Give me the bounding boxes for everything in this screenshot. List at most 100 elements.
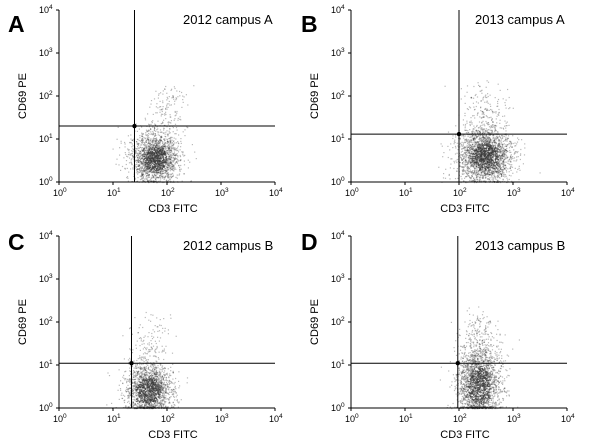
event-dot — [140, 170, 142, 172]
event-dot — [473, 167, 475, 169]
event-dot — [168, 147, 170, 150]
event-dot — [150, 143, 152, 146]
event-dot — [498, 154, 500, 157]
event-dot — [490, 171, 492, 174]
event-dot — [145, 160, 147, 162]
event-dot — [169, 163, 171, 165]
event-dot — [141, 138, 143, 140]
event-dot — [154, 168, 156, 170]
event-dot — [153, 159, 155, 161]
event-dot — [166, 152, 169, 154]
event-dot — [152, 157, 155, 159]
event-dot — [184, 129, 186, 131]
event-dot — [500, 175, 502, 178]
event-dot — [502, 160, 504, 162]
event-dot — [157, 128, 159, 130]
event-dot — [502, 172, 504, 174]
event-dot — [496, 137, 498, 139]
event-dot — [166, 171, 168, 173]
event-dot — [462, 161, 464, 164]
event-dot — [136, 159, 138, 161]
event-dot — [172, 146, 174, 149]
event-dot — [148, 174, 150, 176]
event-dot — [154, 149, 156, 151]
event-dot — [507, 151, 509, 153]
event-dot — [141, 156, 143, 158]
event-dot — [499, 164, 501, 166]
event-dot — [467, 162, 469, 164]
event-dot — [492, 158, 494, 160]
event-dot — [162, 100, 164, 102]
event-dot — [481, 138, 483, 140]
event-dot — [155, 143, 157, 145]
event-dot — [165, 153, 168, 155]
event-dot — [162, 147, 164, 149]
event-dot — [484, 172, 486, 174]
event-dot — [151, 158, 154, 160]
event-dot — [467, 142, 469, 144]
event-dot — [487, 132, 489, 134]
event-dot — [136, 138, 138, 141]
event-dot — [474, 174, 477, 176]
event-dot — [137, 165, 139, 167]
event-dot — [488, 140, 490, 142]
event-dot — [167, 172, 169, 174]
event-dot — [153, 180, 155, 182]
event-dot — [489, 166, 491, 168]
event-dot — [152, 144, 154, 146]
event-dot — [463, 146, 466, 148]
event-dot — [150, 154, 152, 156]
event-dot — [164, 114, 166, 116]
event-dot — [471, 164, 473, 166]
event-dot — [167, 142, 169, 144]
event-dot — [142, 136, 144, 138]
event-dot — [170, 159, 172, 161]
event-dot — [477, 153, 479, 155]
event-dot — [153, 167, 155, 169]
event-dot — [166, 168, 168, 170]
y-tick-label: 101 — [331, 133, 345, 144]
event-dot — [482, 136, 484, 138]
event-dot — [138, 150, 140, 152]
event-dot — [159, 159, 161, 161]
event-dot — [471, 160, 473, 162]
event-dot — [475, 164, 477, 166]
event-dot — [478, 130, 480, 132]
event-dot — [496, 175, 498, 177]
event-dot — [465, 160, 467, 162]
event-dot — [479, 131, 481, 133]
event-dot — [473, 97, 475, 99]
event-dot — [470, 157, 472, 159]
event-dot — [155, 176, 157, 178]
event-dot — [467, 167, 469, 170]
event-dot — [461, 159, 464, 161]
event-dot — [500, 163, 502, 165]
event-dot — [498, 164, 500, 166]
event-dot — [146, 134, 148, 137]
event-dot — [473, 137, 476, 139]
event-dot — [497, 158, 499, 160]
event-dot — [485, 152, 487, 154]
event-dot — [173, 86, 175, 88]
event-dot — [494, 169, 496, 171]
event-dot — [145, 168, 148, 170]
event-dot — [177, 149, 179, 151]
event-dot — [501, 162, 503, 164]
event-dot — [144, 157, 146, 159]
event-dot — [147, 148, 149, 150]
event-dot — [478, 144, 481, 146]
event-dot — [158, 147, 160, 149]
event-dot — [477, 142, 479, 144]
event-dot — [450, 143, 452, 145]
event-dot — [505, 127, 507, 129]
events-scatter — [106, 311, 189, 410]
event-dot — [153, 154, 155, 156]
event-dot — [505, 149, 507, 152]
event-dot — [465, 151, 467, 154]
event-dot — [141, 162, 143, 165]
event-dot — [152, 160, 154, 162]
event-dot — [479, 90, 481, 92]
event-dot — [157, 120, 159, 122]
event-dot — [488, 141, 490, 143]
event-dot — [484, 172, 486, 175]
